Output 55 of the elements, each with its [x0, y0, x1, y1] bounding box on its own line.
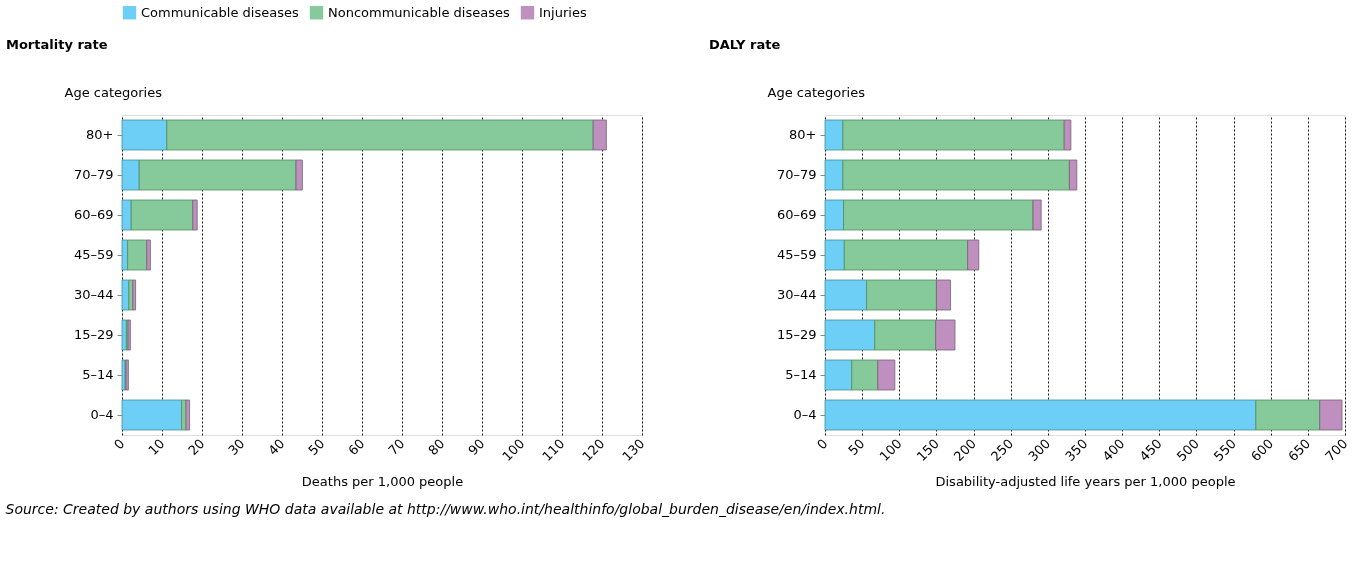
x-tick-label: 100 [499, 435, 528, 465]
y-tick-label: 30–44 [776, 287, 817, 302]
y-tick-label: 70–79 [776, 167, 817, 182]
x-axis-title: Deaths per 1,000 people [301, 474, 464, 489]
x-tick-label: 0 [110, 435, 128, 453]
x-tick-label: 650 [1285, 435, 1314, 465]
x-tick-label: 200 [950, 435, 980, 465]
x-tick-label: 350 [1062, 435, 1091, 465]
y-tick-label: 15–29 [776, 327, 817, 342]
x-tick-label: 400 [1099, 435, 1128, 465]
source-note: Source: Created by authors using WHO data available at http://www.who.int/healthinfo/global_burden_disease/en/index.html. [5, 501, 886, 517]
chart-title: Mortality rate [6, 37, 108, 52]
y-tick-label: 45–59 [73, 247, 114, 262]
x-tick-label: 70 [385, 435, 408, 459]
x-tick-label: 120 [579, 435, 608, 465]
x-axis-title: Disability-adjusted life years per 1,000 people [935, 474, 1236, 489]
y-tick-label: 45–59 [776, 247, 817, 262]
y-tick-label: 30–44 [73, 287, 114, 302]
y-axis-title: Age categories [64, 84, 163, 100]
x-tick-label: 550 [1210, 435, 1240, 465]
x-tick-label: 110 [539, 435, 568, 465]
x-tick-label: 600 [1248, 435, 1277, 465]
x-tick-label: 250 [988, 435, 1017, 465]
x-tick-label: 50 [305, 435, 328, 459]
x-tick-label: 300 [1025, 435, 1054, 465]
x-tick-label: 100 [876, 435, 905, 465]
y-tick-label: 0–4 [793, 407, 817, 422]
legend-label: Noncommunicable diseases [328, 4, 510, 20]
y-tick-label: 80+ [86, 127, 114, 142]
legend-label: Injuries [539, 4, 587, 20]
x-tick-label: 700 [1322, 435, 1351, 465]
x-tick-label: 10 [145, 435, 168, 459]
y-tick-label: 0–4 [90, 407, 114, 422]
y-tick-label: 15–29 [73, 327, 114, 342]
x-tick-label: 80 [425, 435, 448, 459]
x-tick-label: 500 [1173, 435, 1202, 465]
x-tick-label: 450 [1136, 435, 1165, 465]
chart-title: DALY rate [709, 37, 781, 52]
x-tick-label: 150 [913, 435, 942, 465]
y-tick-label: 60–69 [776, 207, 817, 222]
x-tick-label: 50 [845, 435, 868, 459]
y-tick-label: 5–14 [785, 367, 817, 382]
x-tick-label: 40 [265, 435, 288, 459]
x-tick-label: 90 [465, 435, 488, 459]
x-tick-label: 20 [185, 435, 208, 459]
x-tick-label: 0 [813, 435, 831, 453]
y-tick-label: 5–14 [82, 367, 114, 382]
y-tick-label: 70–79 [73, 167, 114, 182]
x-tick-label: 130 [619, 435, 648, 465]
x-tick-label: 30 [225, 435, 248, 459]
y-axis-title: Age categories [767, 84, 866, 100]
x-tick-label: 60 [345, 435, 368, 459]
y-tick-label: 80+ [789, 127, 817, 142]
legend-label: Communicable diseases [141, 4, 299, 20]
y-tick-label: 60–69 [73, 207, 114, 222]
